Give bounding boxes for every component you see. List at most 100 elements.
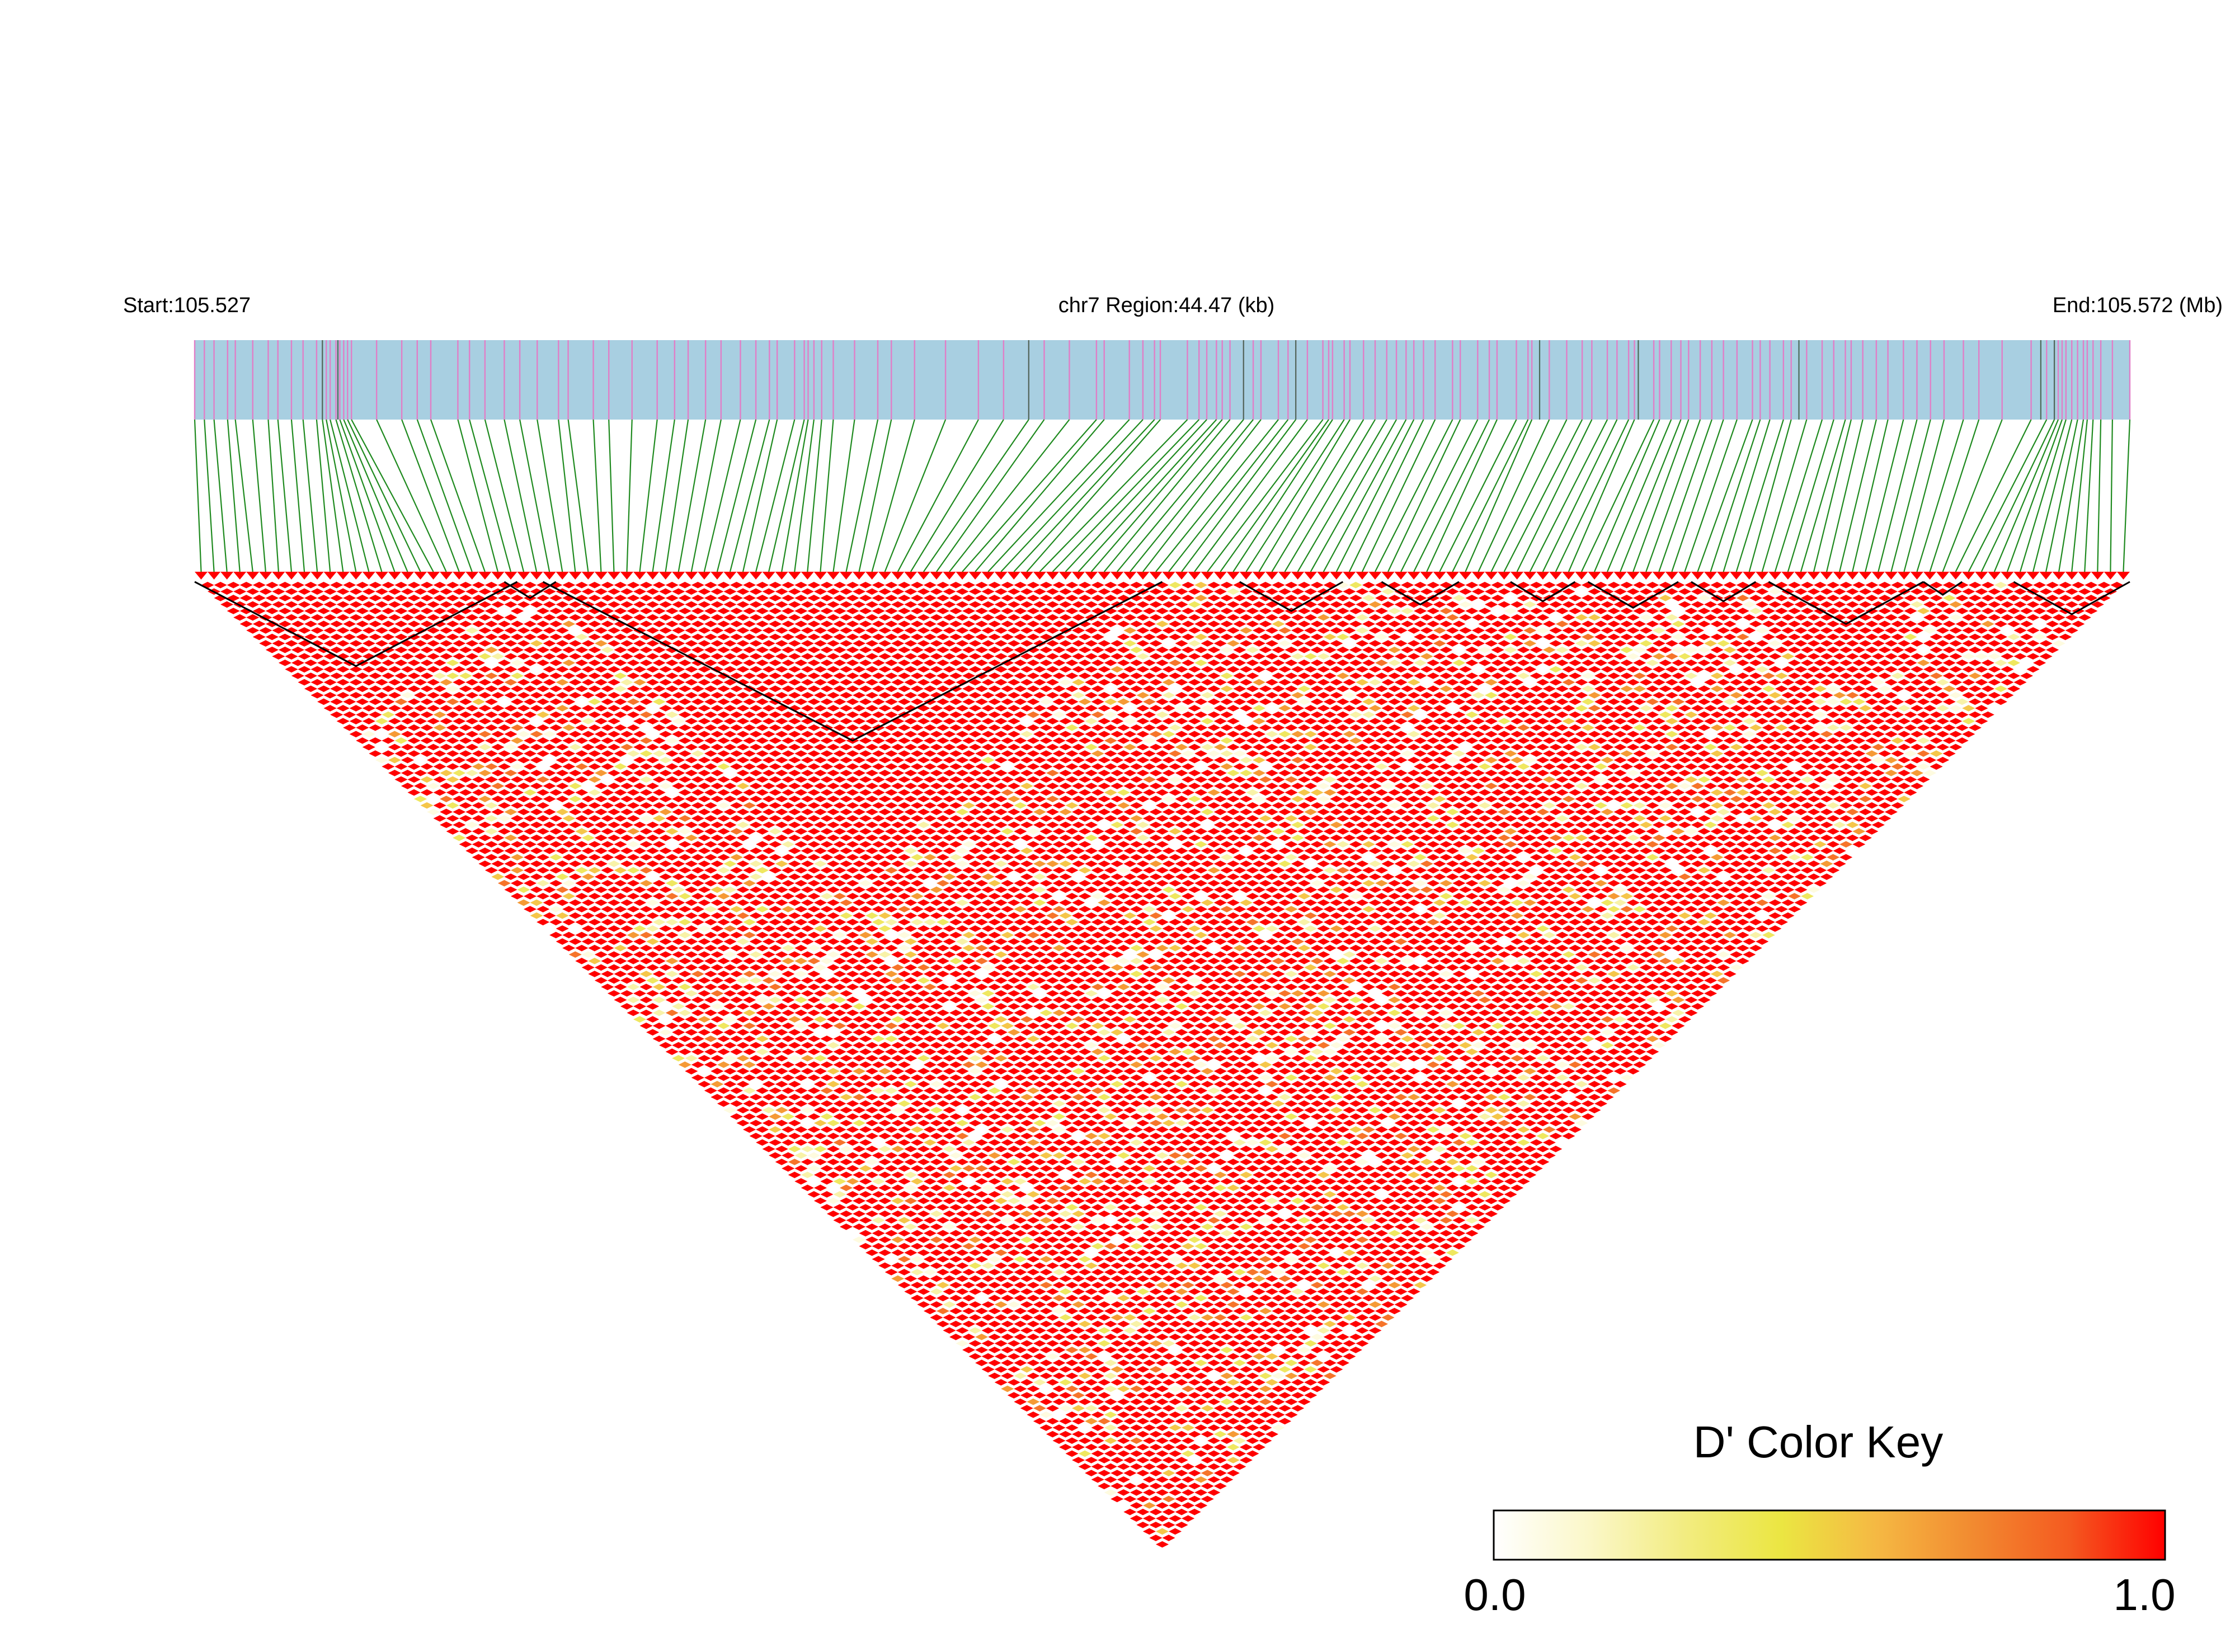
ld-cell <box>1142 1204 1156 1211</box>
ld-cell <box>801 1094 814 1100</box>
ld-cell <box>807 750 821 757</box>
ld-cell <box>1207 1372 1221 1380</box>
ld-cell <box>1226 1353 1240 1360</box>
ld-cell <box>769 763 782 770</box>
ld-cell <box>1213 1262 1227 1269</box>
ld-cell <box>730 906 744 912</box>
ld-cell <box>575 737 589 744</box>
ld-cell <box>672 1003 685 1010</box>
ld-cell <box>730 737 744 744</box>
ld-cell <box>562 737 576 744</box>
ld-cell <box>1155 1541 1169 1548</box>
ld-cell <box>975 996 989 1004</box>
ld-cell <box>743 1126 756 1133</box>
ld-cell <box>691 620 704 628</box>
ld-cell <box>549 802 563 809</box>
ld-cell <box>749 899 763 906</box>
ld-cell <box>1252 1444 1265 1451</box>
ld-cell <box>1059 1119 1072 1127</box>
ld-cell <box>543 666 556 673</box>
ld-cell <box>323 588 337 595</box>
ld-cell <box>1123 1482 1137 1490</box>
ld-cell <box>272 653 285 660</box>
ld-cell <box>949 1113 963 1120</box>
ld-cell <box>962 1320 976 1328</box>
ld-cell <box>672 718 685 724</box>
ld-cell <box>652 633 666 641</box>
ld-cell <box>840 925 853 932</box>
ld-cell <box>1117 1424 1130 1431</box>
snp-connector <box>204 419 215 572</box>
ld-cell <box>994 990 1008 997</box>
ld-cell <box>930 1301 943 1308</box>
ld-cell <box>807 958 821 964</box>
ld-cell <box>782 983 795 990</box>
ld-cell <box>537 906 550 912</box>
ld-cell <box>962 919 976 926</box>
ld-cell <box>1149 1223 1163 1230</box>
ld-cell <box>672 666 685 673</box>
ld-cell <box>1104 1191 1117 1198</box>
ld-cell <box>988 1191 1001 1198</box>
ld-cell <box>1085 1353 1098 1360</box>
snp-connector <box>1361 419 1436 572</box>
ld-cell <box>627 828 640 835</box>
ld-cell <box>897 1191 911 1198</box>
ld-cell <box>1014 1048 1027 1055</box>
ld-cell <box>672 627 685 634</box>
ld-cell <box>1033 1327 1046 1334</box>
ld-cell <box>788 990 801 997</box>
ld-cell <box>1001 1295 1014 1302</box>
ld-cell <box>1297 1398 1311 1405</box>
ld-cell <box>756 944 769 952</box>
ld-cell <box>840 834 853 841</box>
ld-cell <box>813 886 827 893</box>
ld-cell <box>1201 1301 1214 1308</box>
ld-cell <box>646 1003 660 1010</box>
ld-cell <box>472 724 485 731</box>
ld-cell <box>504 873 517 880</box>
ld-cell <box>614 828 627 835</box>
snp-connector <box>1813 419 1852 572</box>
ld-cell <box>717 944 730 952</box>
ld-cell <box>594 964 608 971</box>
ld-cell <box>1027 1048 1040 1055</box>
ld-cell <box>1142 1424 1156 1431</box>
snp-connector <box>652 419 675 572</box>
ld-cell <box>749 1029 763 1036</box>
ld-cell <box>968 938 982 945</box>
ld-cell <box>698 808 711 816</box>
ld-cell <box>968 1301 982 1308</box>
ld-cell <box>878 1042 892 1049</box>
ld-cell <box>568 886 582 893</box>
ld-cell <box>1098 1327 1111 1334</box>
ld-cell <box>1142 1152 1156 1159</box>
ld-cell <box>949 1048 963 1055</box>
snp-connector <box>1555 419 1630 572</box>
ld-cell <box>369 608 382 614</box>
ld-cell <box>1182 1139 1195 1146</box>
ld-cell <box>1304 1340 1318 1347</box>
ld-cell <box>349 601 363 608</box>
ld-cell <box>1207 1256 1221 1263</box>
ld-cell <box>1020 1249 1033 1256</box>
ld-cell <box>420 608 434 614</box>
snp-connector <box>1723 419 1771 572</box>
ld-cell <box>1265 1288 1279 1295</box>
ld-cell <box>1052 1398 1066 1405</box>
ld-cell <box>743 931 756 939</box>
ld-cell <box>711 743 724 751</box>
ld-cell <box>317 672 331 679</box>
ld-cell <box>988 1282 1001 1288</box>
ld-cell <box>575 750 589 757</box>
ld-cell <box>1072 1301 1085 1308</box>
ld-cell <box>394 646 408 653</box>
ld-cell <box>1317 1340 1330 1347</box>
ld-cell <box>556 886 569 893</box>
ld-cell <box>556 873 569 880</box>
ld-cell <box>685 886 698 893</box>
ld-cell <box>788 964 801 971</box>
ld-cell <box>820 983 834 990</box>
ld-cell <box>1072 1184 1085 1192</box>
ld-cell <box>1142 1139 1156 1146</box>
